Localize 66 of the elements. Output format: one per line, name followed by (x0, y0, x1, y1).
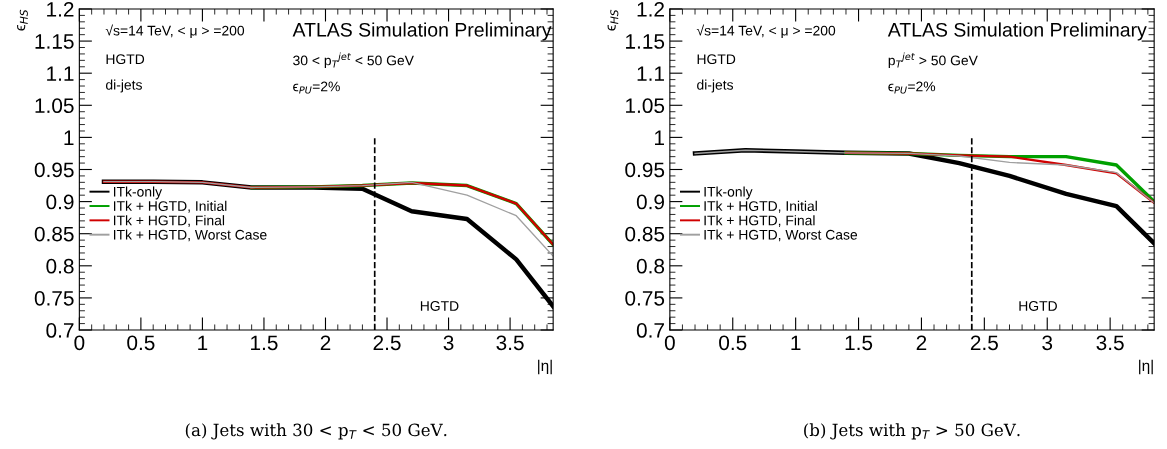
x-tick-label: 3.5 (1096, 335, 1124, 351)
y-tick-label: 0.95 (34, 162, 74, 178)
y-tick-label: 0.9 (46, 194, 74, 210)
y-tick-label: 0.85 (34, 226, 74, 242)
text: (b) Jets with p$_{T}$ > 50 GeV. (804, 423, 1020, 440)
x-tick-label: 3 (443, 335, 454, 351)
x-tick-label: 0 (664, 335, 675, 351)
x-tick-label: 1.5 (251, 335, 278, 351)
y-tick-label: 0.7 (46, 323, 74, 338)
x-tick-label: 0 (74, 335, 85, 351)
x-axis-title: |η| (1139, 359, 1153, 375)
y-tick-label: 0.95 (625, 162, 665, 178)
annotation: di-jets (697, 79, 734, 93)
annotation: ϵ$_{PU}$=2% (888, 81, 936, 94)
y-tick-label: 1.2 (47, 1, 74, 17)
y-tick-label: 1.1 (637, 66, 664, 81)
annotation: HGTD (697, 54, 736, 65)
y-tick-label: 0.85 (625, 226, 665, 242)
y-tick-label: 1.05 (626, 98, 665, 114)
legend-label: ITk + HGTD, Worst Case (704, 229, 858, 242)
x-axis-title: |η| (538, 359, 552, 375)
y-axis-title: ϵ$_{HS}$ (17, 9, 28, 31)
annotation: ATLAS Simulation Preliminary (887, 22, 1147, 41)
x-tick-label: 0.5 (127, 335, 155, 351)
annotation: p$_{T}$$^{jet}$ > 50 GeV (888, 52, 978, 69)
annotation: √s=14 TeV, < μ > =200 (696, 24, 836, 39)
y-tick-label: 1 (655, 130, 664, 145)
x-tick-label: 3 (1042, 335, 1053, 351)
x-tick-label: 1 (198, 335, 208, 350)
y-axis-title: ϵ$_{HS}$ (607, 9, 619, 31)
x-tick-label: 1 (791, 335, 801, 350)
annotation: di-jets (106, 79, 142, 93)
legend-label: ITk + HGTD, Initial (113, 200, 227, 213)
x-tick-label: 3.5 (496, 335, 524, 351)
legend-label: ITk + HGTD, Initial (704, 200, 817, 213)
y-tick-label: 0.75 (34, 290, 74, 306)
annotation: HGTD (106, 54, 145, 65)
legend-label: ITk-only (113, 186, 163, 200)
y-tick-label: 1.15 (35, 34, 74, 49)
annotation: HGTD (1019, 301, 1057, 311)
x-tick-label: 2 (916, 335, 927, 350)
y-tick-label: 0.8 (46, 258, 74, 274)
text: (a) Jets with 30 < p$_{T}$ < 50 GeV. (185, 423, 447, 440)
annotation: 30 < p$_{T}$$^{jet}$ < 50 GeV (293, 52, 414, 69)
annotation: ATLAS Simulation Preliminary (292, 22, 552, 41)
y-tick-label: 1.15 (626, 34, 665, 49)
annotation: ϵ$_{PU}$=2% (293, 81, 340, 94)
y-tick-label: 1.05 (35, 98, 74, 114)
y-tick-label: 0.9 (636, 194, 665, 210)
annotation: √s=14 TeV, < μ > =200 (105, 24, 245, 39)
x-tick-label: 2 (320, 335, 331, 350)
legend-label: ITk + HGTD, Final (704, 215, 815, 227)
legend-label: ITk-only (704, 186, 753, 200)
y-tick-label: 1 (64, 130, 74, 145)
legend-label: ITk + HGTD, Final (113, 215, 225, 227)
y-tick-label: 0.8 (636, 258, 665, 274)
y-tick-label: 0.75 (625, 290, 665, 306)
y-tick-label: 1.2 (637, 1, 664, 17)
y-tick-label: 0.7 (636, 323, 664, 338)
x-tick-label: 2.5 (970, 335, 998, 351)
legend-label: ITk + HGTD, Worst Case (113, 229, 267, 242)
y-tick-label: 1.1 (47, 66, 74, 81)
x-tick-label: 1.5 (845, 335, 873, 351)
x-tick-label: 2.5 (373, 335, 401, 351)
annotation: HGTD (420, 301, 459, 311)
x-tick-label: 0.5 (719, 335, 747, 351)
